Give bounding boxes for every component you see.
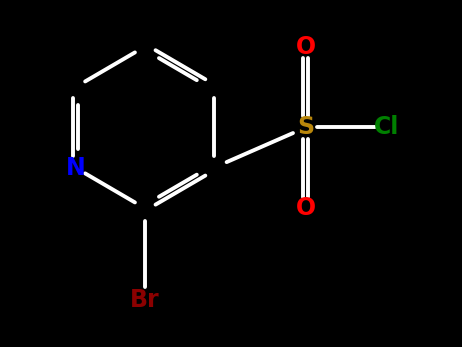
Text: O: O: [296, 35, 316, 59]
Text: N: N: [66, 156, 85, 180]
Text: S: S: [298, 116, 315, 139]
Text: O: O: [296, 196, 316, 220]
Text: Br: Br: [130, 288, 159, 312]
Text: Cl: Cl: [374, 116, 399, 139]
